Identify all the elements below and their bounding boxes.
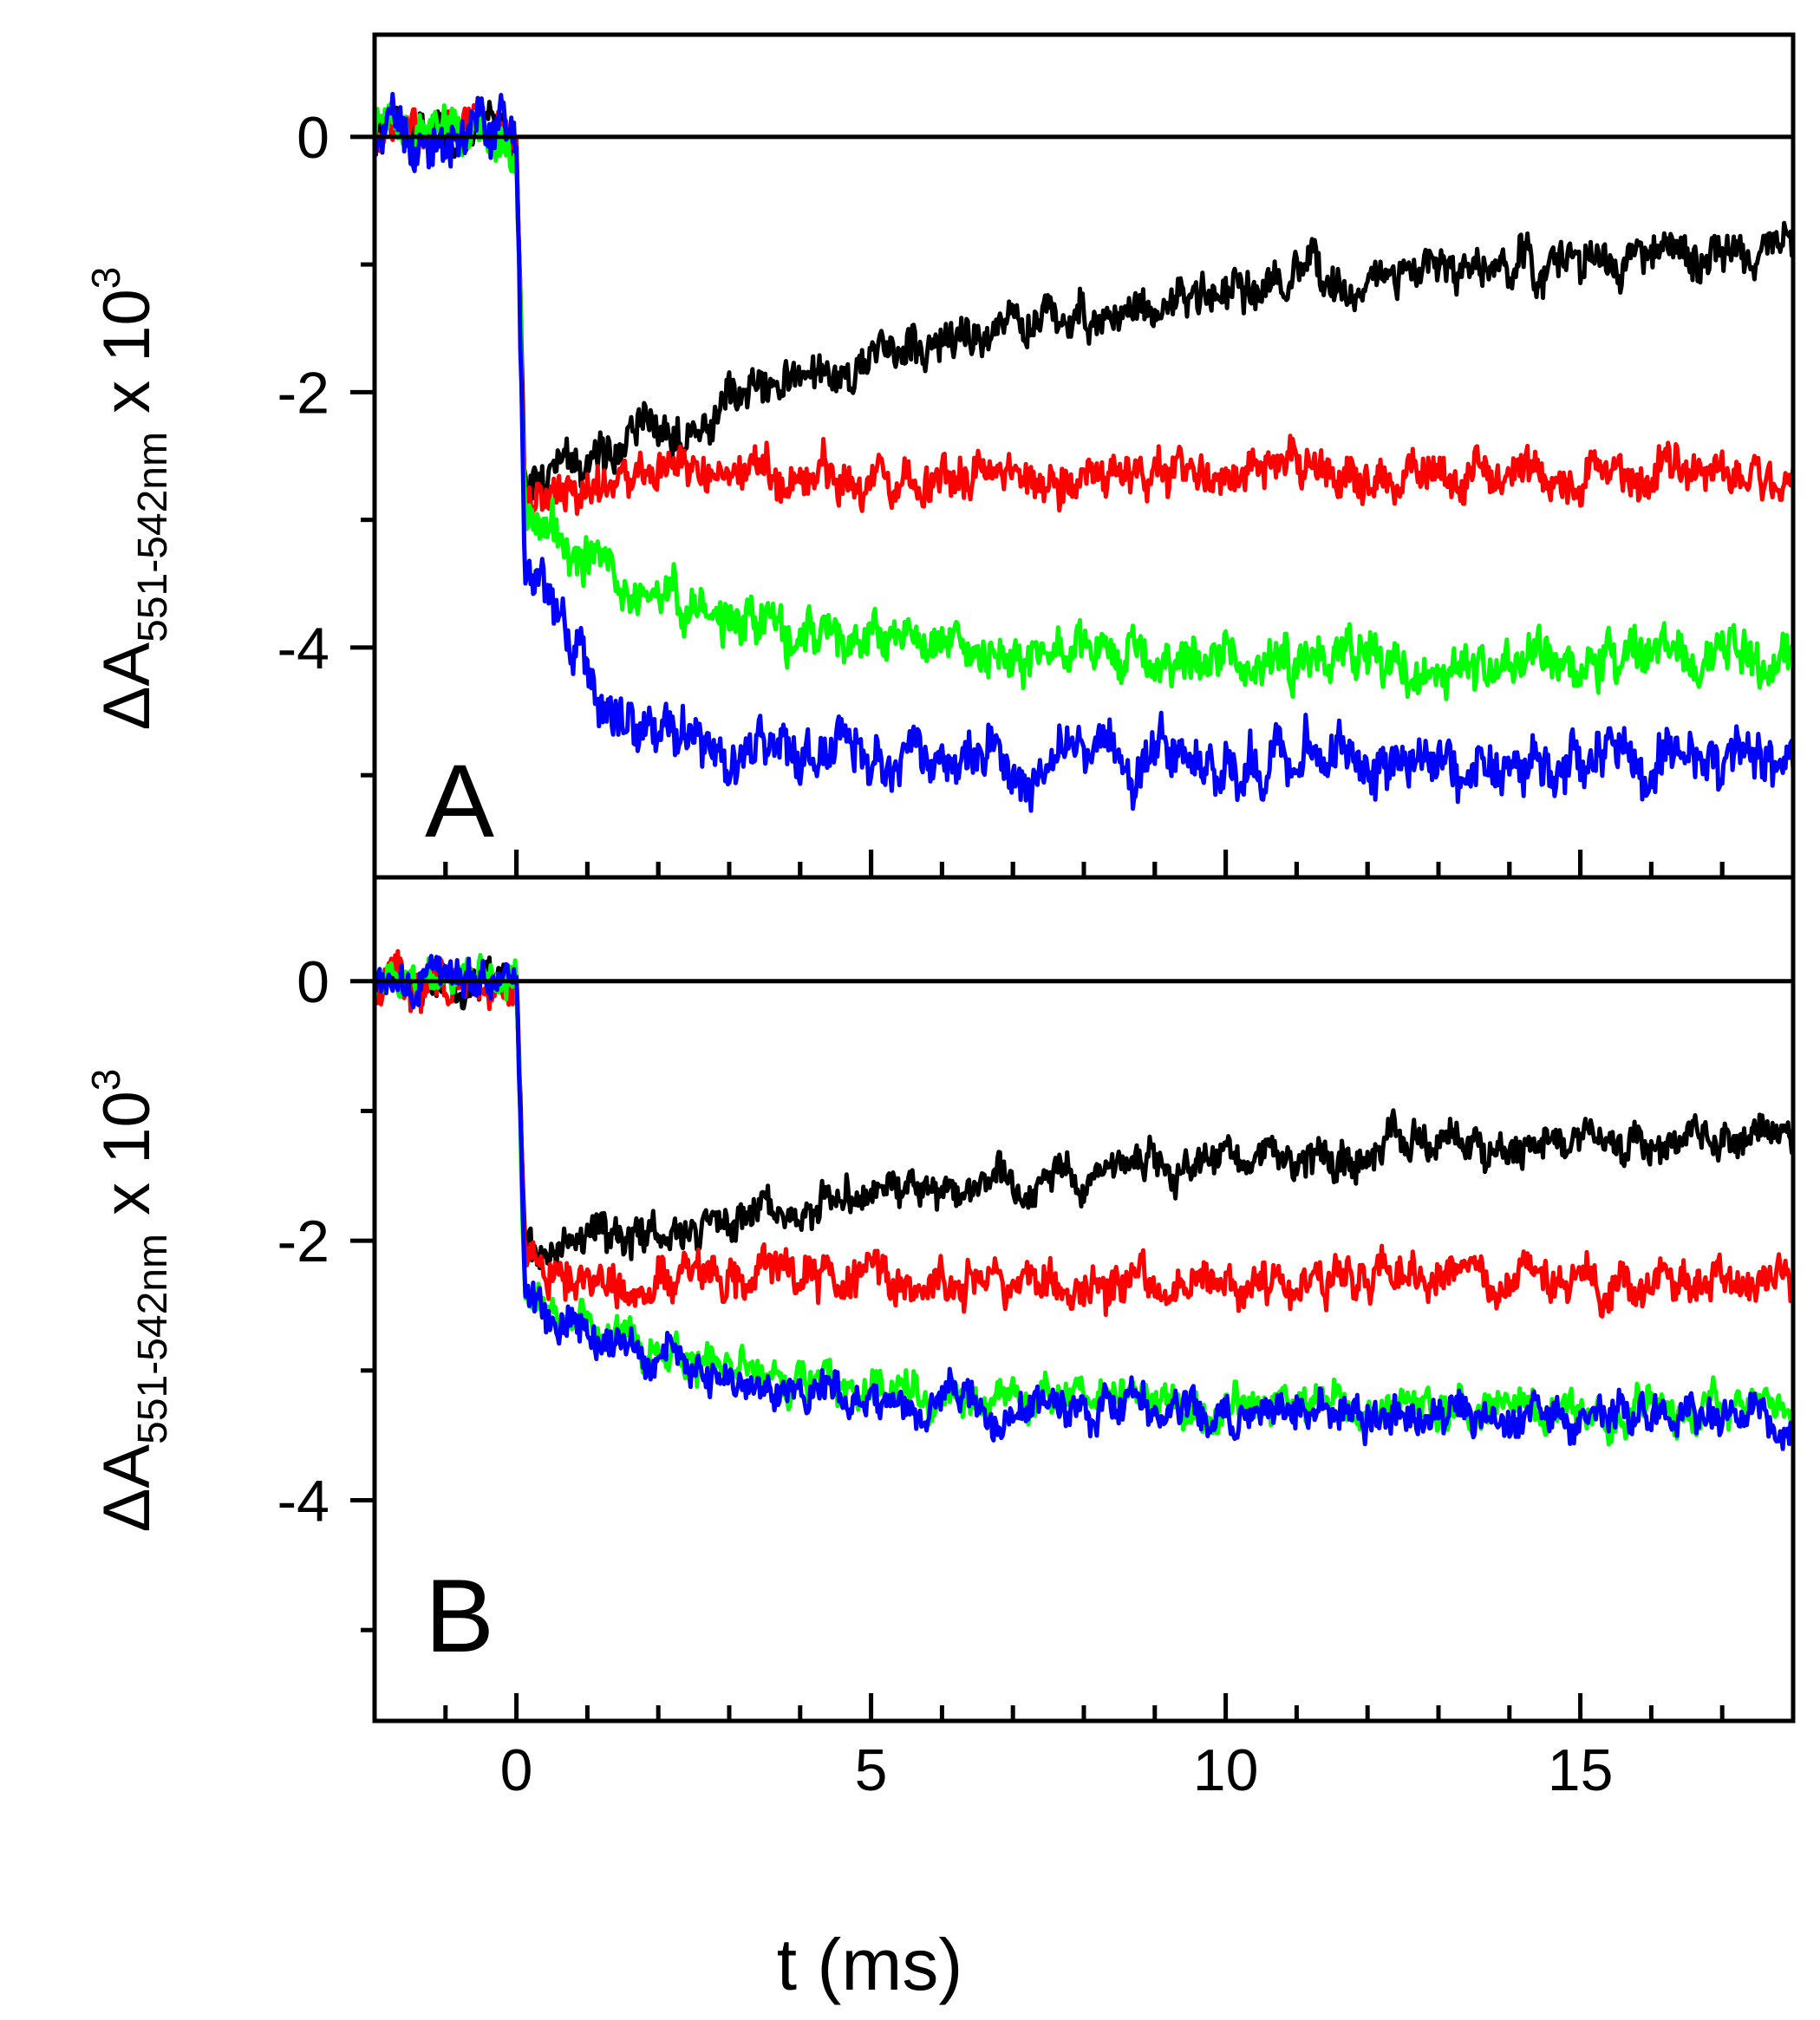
trace-blue: [375, 92, 1793, 813]
trace-red: [375, 948, 1793, 1319]
y-tick-label: 0: [297, 949, 329, 1015]
x-tick-label: 0: [500, 1737, 533, 1803]
panel-a-letter: A: [425, 743, 494, 859]
panel-a-ticks: 0 -2 -4: [277, 105, 1796, 877]
panel-b-frame: [372, 875, 1796, 1724]
trace-blue: [375, 954, 1793, 1451]
panel-b-traces: [375, 948, 1793, 1451]
y-tick-label: -2: [277, 1209, 329, 1274]
trace-red: [375, 97, 1793, 522]
panel-b-letter: B: [425, 1558, 494, 1674]
x-tick-label: 10: [1193, 1737, 1259, 1803]
x-axis-label: t (ms): [777, 1924, 963, 2005]
trace-green: [375, 101, 1793, 701]
panel-a-y-axis-label: ΔA551-542nm x 103: [83, 267, 176, 731]
panel-b-y-axis-label: ΔA551-542nm x 103: [83, 1069, 176, 1533]
y-tick-label: 0: [297, 105, 329, 171]
x-tick-label: 15: [1548, 1737, 1614, 1803]
panel-a: 0 -2 -4 A ΔA551-542nm x 103: [83, 32, 1796, 880]
panel-a-traces: [375, 92, 1793, 813]
trace-black: [375, 100, 1793, 504]
y-tick-label: -4: [277, 616, 329, 681]
panel-b-ticks: 0 -2 -4 0 5 10 15: [277, 949, 1796, 1803]
trace-black: [375, 955, 1793, 1274]
x-tick-label: 5: [855, 1737, 888, 1803]
y-tick-label: -2: [277, 360, 329, 426]
y-tick-label: -4: [277, 1469, 329, 1535]
panel-b: 0 -2 -4 0 5 10 15 B ΔA551-542nm x 103: [83, 875, 1796, 1803]
